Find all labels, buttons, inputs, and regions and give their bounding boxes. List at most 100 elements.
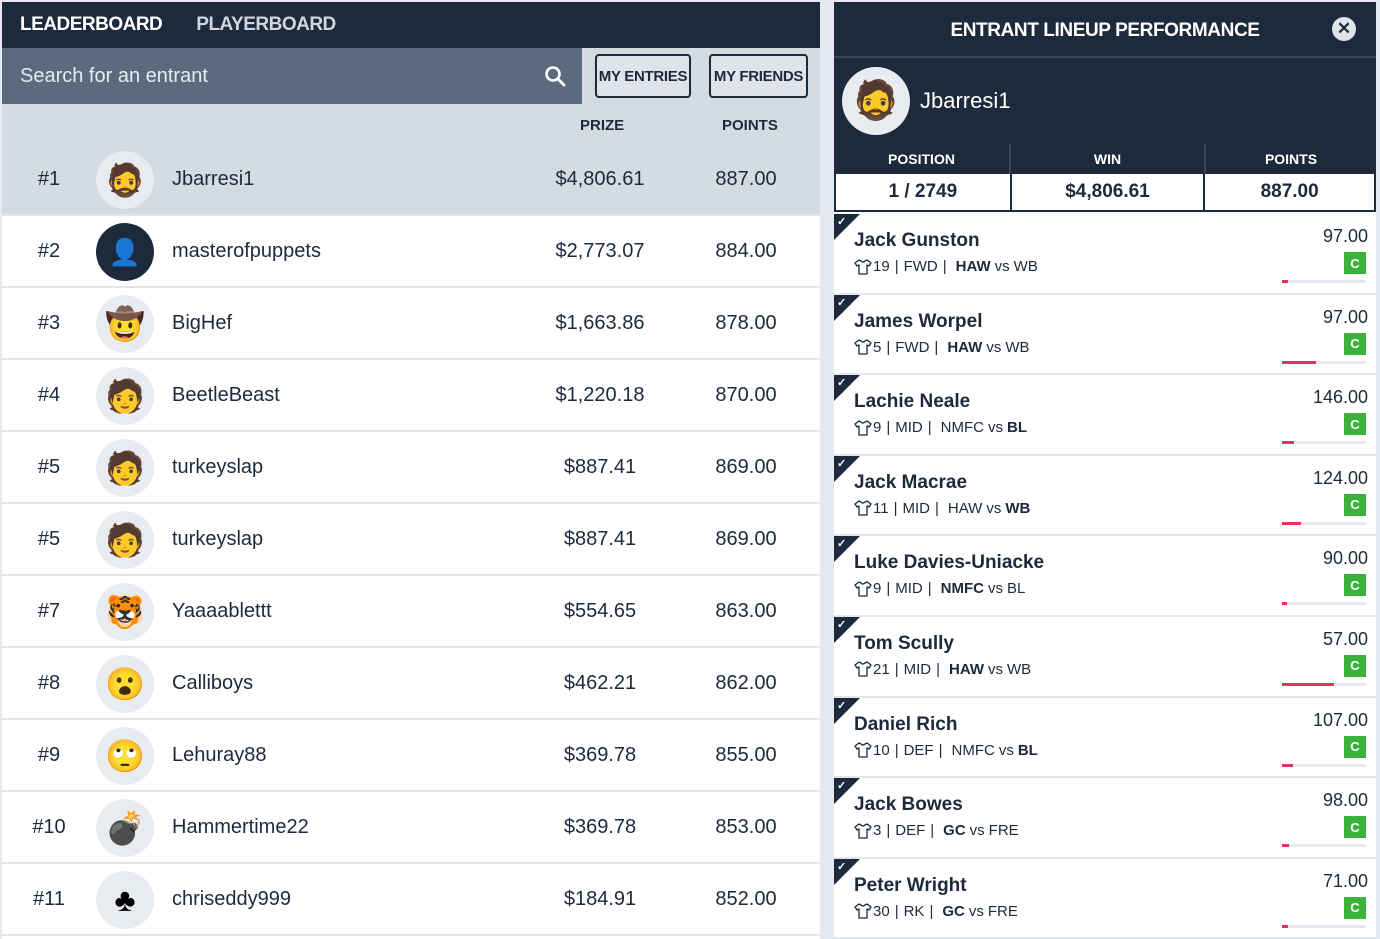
points-value: 852.00	[715, 888, 777, 910]
leaderboard-row[interactable]: #9 🙄 Lehuray88 $369.78 855.00	[2, 720, 820, 792]
rank: #9	[37, 744, 61, 766]
leaderboard-row[interactable]: #1 🧔 Jbarresi1 $4,806.61 887.00	[2, 144, 820, 216]
entrant-name: Hammertime22	[172, 816, 309, 838]
entrant-name: turkeyslap	[172, 456, 264, 478]
tiger-emoji-avatar: 🐯	[96, 583, 154, 641]
prize-value: $887.41	[563, 456, 637, 478]
rank: #4	[37, 384, 61, 406]
bomb-emoji-avatar: 💣	[96, 799, 154, 857]
player-name: James Worpel	[854, 310, 983, 332]
selected-corner	[834, 294, 860, 321]
player-row[interactable]: ✓ Peter Wright 30 | RK | GC vs FRE 71.00 C	[834, 858, 1376, 939]
jersey-icon	[854, 420, 872, 436]
close-icon[interactable]: ✕	[1332, 17, 1356, 41]
position-header: POSITION	[834, 144, 1011, 174]
points-value: 869.00	[715, 528, 777, 550]
home-team: GC	[942, 902, 965, 920]
search-icon[interactable]	[544, 65, 566, 87]
photo-avatar: 🧑	[96, 439, 154, 497]
away-team: BL	[1006, 419, 1027, 437]
player-row[interactable]: ✓ Daniel Rich 10 | DEF | NMFC vs BL 107.00 C	[834, 697, 1376, 779]
leaderboard-list: #1 🧔 Jbarresi1 $4,806.61 887.00 #2 👤 masterofpu…	[2, 144, 820, 936]
player-row[interactable]: ✓ Tom Scully 21 | MID | HAW vs WB 57.00 C	[834, 616, 1376, 698]
entrant-stats: POSITION WIN POINTS 1 / 2749 $4,806.61 8…	[834, 144, 1376, 214]
player-position: MID	[895, 580, 923, 598]
away-team: WB	[1007, 660, 1032, 678]
entrant-name: turkeyslap	[172, 528, 264, 550]
leaderboard-row[interactable]: #5 🧑 turkeyslap $887.41 869.00	[2, 504, 820, 576]
player-info: 30 | RK | GC vs FRE	[854, 903, 1018, 920]
jersey-icon	[854, 661, 872, 678]
leaderboard-row[interactable]: #8 😮 Calliboys $462.21 862.00	[2, 648, 820, 720]
points-value: 863.00	[715, 600, 777, 622]
progress-bar	[1282, 844, 1366, 848]
search-box	[2, 48, 582, 104]
progress-bar	[1282, 682, 1366, 686]
tab-leaderboard[interactable]: LEADERBOARD	[20, 14, 163, 35]
leaderboard-row[interactable]: #7 🐯 Yaaaablettt $554.65 863.00	[2, 576, 820, 648]
points-value: 870.00	[715, 384, 777, 406]
player-row[interactable]: ✓ Jack Gunston 19 | FWD | HAW vs WB 97.00 C	[834, 214, 1376, 295]
player-name: Luke Davies-Uniacke	[854, 552, 1045, 574]
leaderboard-row[interactable]: #4 🧑 BeetleBeast $1,220.18 870.00	[2, 360, 820, 432]
player-points: 97.00	[1322, 226, 1368, 246]
entrant-name: BigHef	[172, 312, 233, 334]
points-value: 878.00	[715, 312, 777, 334]
player-row[interactable]: ✓ Lachie Neale 9 | MID | NMFC vs BL 146.00 C	[834, 375, 1376, 456]
selected-corner	[834, 536, 860, 563]
progress-fill	[1282, 441, 1294, 445]
my-friends-button[interactable]: MY FRIENDS	[709, 54, 808, 98]
player-name: Tom Scully	[854, 632, 954, 654]
player-position: RK	[903, 902, 925, 920]
player-points: 98.00	[1322, 790, 1368, 811]
player-position: MID	[903, 660, 932, 678]
player-row[interactable]: ✓ James Worpel 5 | FWD | HAW vs WB 97.00 C	[834, 294, 1376, 376]
progress-bar	[1282, 602, 1366, 606]
home-team: HAW	[947, 499, 983, 517]
points-value: 855.00	[715, 744, 777, 766]
jersey-number: 19	[873, 258, 890, 275]
player-position: FWD	[895, 338, 930, 356]
leaderboard-row[interactable]: #11 ♣ chriseddy999 $184.91 852.00	[2, 864, 820, 936]
leaderboard-row[interactable]: #5 🧑 turkeyslap $887.41 869.00	[2, 432, 820, 504]
rank: #5	[37, 528, 61, 550]
top-tab-bar: LEADERBOARD PLAYERBOARD	[2, 2, 820, 48]
jersey-icon	[854, 258, 872, 275]
check-icon: ✓	[837, 780, 847, 793]
completed-badge: C	[1344, 493, 1366, 516]
entrant-name: chriseddy999	[172, 888, 291, 910]
selected-corner	[834, 455, 860, 482]
tab-playerboard[interactable]: PLAYERBOARD	[196, 14, 336, 35]
progress-fill	[1282, 521, 1302, 525]
jersey-number: 10	[873, 741, 890, 759]
rank: #11	[33, 888, 65, 910]
points-value: 887.00	[715, 168, 777, 190]
progress-bar	[1282, 441, 1366, 445]
progress-fill	[1282, 360, 1316, 364]
entrant-name: Calliboys	[172, 672, 254, 694]
player-row[interactable]: ✓ Jack Macrae 11 | MID | HAW vs WB 124.00 C	[834, 455, 1376, 537]
points-value: 884.00	[715, 240, 777, 262]
check-icon: ✓	[837, 457, 847, 470]
points-value: 862.00	[715, 672, 777, 694]
player-info: 3 | DEF | GC vs FRE	[854, 822, 1019, 839]
leaderboard-row[interactable]: #3 🤠 BigHef $1,663.86 878.00	[2, 288, 820, 360]
player-points: 124.00	[1312, 467, 1368, 488]
player-row[interactable]: ✓ Jack Bowes 3 | DEF | GC vs FRE 98.00 C	[834, 778, 1376, 859]
leaderboard-row[interactable]: #2 👤 masterofpuppets $2,773.07 884.00	[2, 216, 820, 288]
home-team: HAW	[947, 338, 983, 356]
completed-badge: C	[1344, 735, 1366, 758]
win-value: $4,806.61	[1012, 174, 1206, 210]
jersey-number: 3	[873, 822, 882, 840]
my-entries-button[interactable]: MY ENTRIES	[595, 54, 691, 98]
player-points: 57.00	[1322, 628, 1368, 649]
home-team: NMFC	[940, 419, 984, 437]
progress-bar	[1282, 280, 1366, 283]
search-input[interactable]	[20, 64, 520, 88]
prize-value: $1,663.86	[555, 312, 645, 334]
player-row[interactable]: ✓ Luke Davies-Uniacke 9 | MID | NMFC vs BL 90.00 C	[834, 536, 1376, 617]
check-icon: ✓	[837, 860, 847, 873]
lineup-performance-panel: ENTRANT LINEUP PERFORMANCE ✕ 🧔 Jbarresi1…	[834, 2, 1376, 939]
leaderboard-row[interactable]: #10 💣 Hammertime22 $369.78 853.00	[2, 792, 820, 864]
player-info: 11 | MID | HAW vs WB	[854, 500, 1030, 517]
